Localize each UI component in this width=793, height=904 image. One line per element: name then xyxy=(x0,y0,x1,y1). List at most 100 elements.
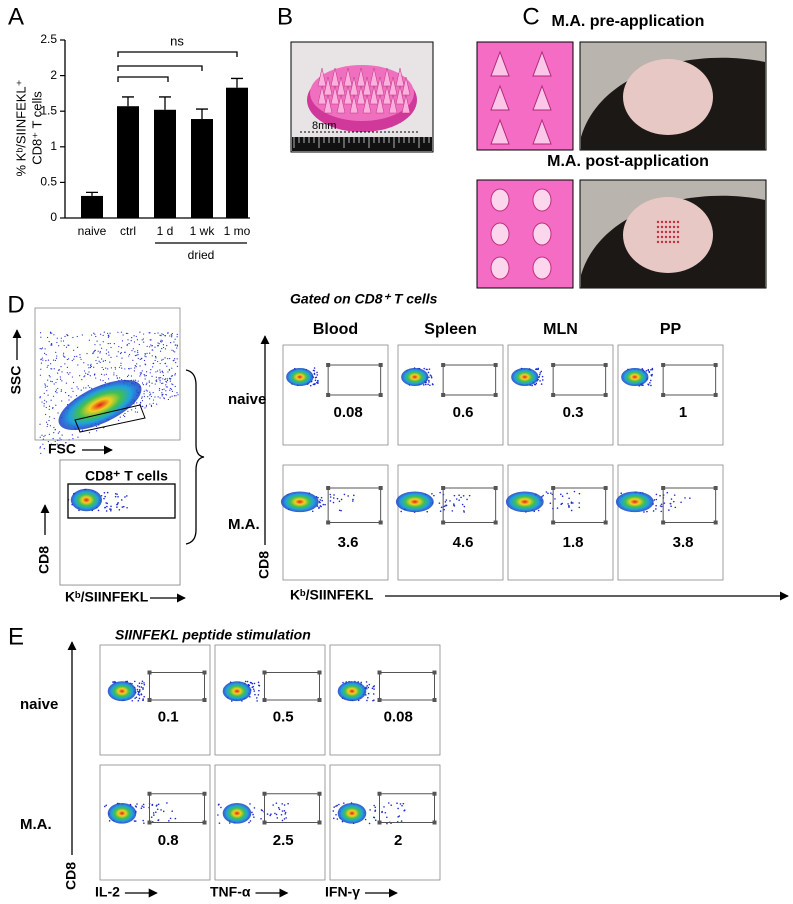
event xyxy=(64,335,66,338)
event xyxy=(660,503,663,506)
event xyxy=(144,353,146,355)
event xyxy=(76,346,79,348)
event xyxy=(47,364,49,367)
event xyxy=(426,368,428,371)
event xyxy=(285,817,287,819)
event xyxy=(94,333,96,335)
column-header: Spleen xyxy=(424,321,476,338)
event xyxy=(101,358,103,360)
event xyxy=(139,365,141,367)
event xyxy=(252,813,254,816)
event xyxy=(72,438,74,440)
event xyxy=(160,341,162,343)
event xyxy=(63,344,65,347)
event xyxy=(121,340,124,342)
event xyxy=(428,379,430,382)
event xyxy=(160,809,162,811)
event xyxy=(43,405,45,407)
event xyxy=(159,371,161,373)
event xyxy=(261,809,264,812)
event xyxy=(94,349,96,351)
event xyxy=(655,498,658,501)
gate-handle xyxy=(262,820,267,825)
shaved-skin xyxy=(623,59,713,135)
event xyxy=(161,370,163,372)
event xyxy=(320,496,323,499)
event xyxy=(47,423,49,426)
y-tick-label: 1.5 xyxy=(40,103,57,117)
event xyxy=(58,345,60,347)
gate-handle xyxy=(441,363,446,367)
event xyxy=(155,356,157,358)
event xyxy=(103,331,105,333)
event xyxy=(158,378,160,380)
event xyxy=(660,505,663,508)
event xyxy=(117,419,120,422)
application-mark xyxy=(664,230,668,234)
event xyxy=(429,384,431,387)
needle xyxy=(490,84,510,111)
event xyxy=(134,820,137,822)
event xyxy=(99,361,101,364)
event xyxy=(174,338,176,340)
event xyxy=(59,437,61,439)
event xyxy=(445,499,448,501)
density xyxy=(280,491,319,513)
event xyxy=(140,807,143,810)
event xyxy=(278,808,281,811)
event xyxy=(116,506,118,508)
event xyxy=(164,357,166,359)
event xyxy=(538,375,541,378)
event xyxy=(45,354,47,356)
event xyxy=(151,349,153,351)
event xyxy=(430,376,433,379)
event xyxy=(251,682,254,685)
event xyxy=(568,497,570,500)
gate xyxy=(379,793,435,823)
column-label: IFN-γ xyxy=(325,884,360,900)
event xyxy=(149,372,151,374)
event xyxy=(159,362,161,365)
event xyxy=(162,372,164,374)
event xyxy=(141,399,144,402)
application-mark xyxy=(656,220,660,224)
event xyxy=(77,388,79,390)
event xyxy=(141,680,144,683)
event xyxy=(641,368,644,370)
event xyxy=(572,502,574,504)
gate-handle xyxy=(326,393,331,397)
event xyxy=(105,353,107,355)
event xyxy=(62,340,65,342)
event xyxy=(568,506,570,508)
gate-handle xyxy=(202,670,207,675)
event xyxy=(45,406,47,409)
event xyxy=(67,335,69,337)
event xyxy=(61,434,63,436)
gate-handle xyxy=(551,393,556,397)
event xyxy=(68,399,70,401)
event xyxy=(151,375,153,377)
event xyxy=(55,351,57,353)
gate-handle xyxy=(377,670,382,675)
scale-label: 8mm xyxy=(312,120,336,132)
event xyxy=(120,364,122,367)
event xyxy=(83,370,86,372)
application-mark xyxy=(660,235,664,239)
event xyxy=(53,417,55,420)
event xyxy=(104,506,106,509)
row-label: naive xyxy=(20,696,58,713)
event xyxy=(39,397,41,399)
event xyxy=(124,496,126,498)
event xyxy=(157,803,160,806)
event xyxy=(71,434,73,436)
event xyxy=(283,810,286,812)
event xyxy=(124,415,126,418)
sig-label: ns xyxy=(170,33,184,48)
event xyxy=(46,366,48,368)
event xyxy=(42,359,44,361)
event xyxy=(165,386,167,388)
application-mark xyxy=(668,220,672,224)
event xyxy=(176,347,178,349)
event xyxy=(174,351,176,353)
event xyxy=(174,385,176,388)
